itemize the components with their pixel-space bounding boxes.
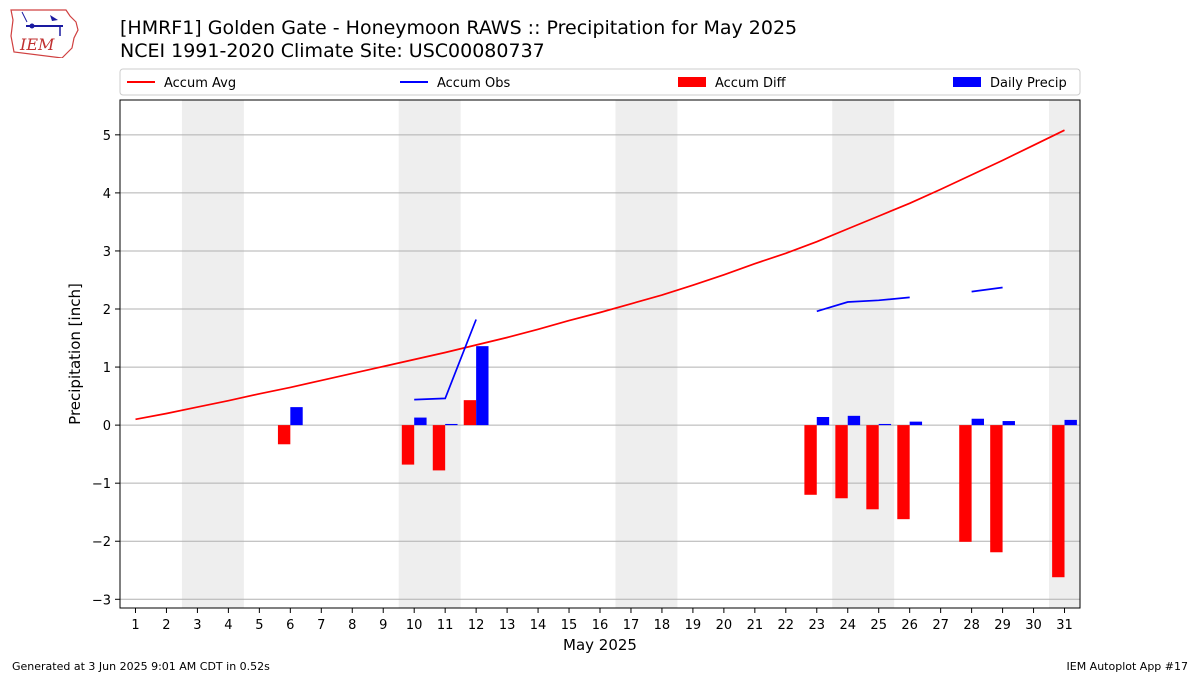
x-tick-label: 11	[437, 618, 454, 633]
x-tick-label: 22	[778, 618, 795, 633]
accum-obs-line	[414, 319, 477, 401]
y-tick-label: 1	[103, 361, 111, 376]
logo-text: IEM	[19, 35, 55, 54]
daily-precip-bar	[847, 415, 861, 426]
y-tick-label: −2	[92, 535, 111, 550]
daily-precip-bar	[476, 346, 489, 426]
accum-diff-bar	[835, 425, 848, 499]
x-tick-label: 6	[286, 618, 294, 633]
x-tick-label: 25	[870, 618, 887, 633]
legend-label: Daily Precip	[990, 76, 1067, 91]
y-tick-label: 5	[103, 129, 111, 144]
x-tick-label: 2	[162, 618, 170, 633]
legend-label: Accum Diff	[715, 76, 787, 91]
x-tick-label: 19	[685, 618, 702, 633]
accum-diff-bar	[401, 425, 415, 465]
generated-timestamp: Generated at 3 Jun 2025 9:01 AM CDT in 0…	[12, 660, 270, 673]
y-axis-label: Precipitation [inch]	[66, 283, 84, 425]
accum-diff-bar	[897, 425, 910, 520]
accum-obs-line	[971, 286, 1003, 293]
x-tick-label: 23	[809, 618, 826, 633]
x-tick-label: 4	[224, 618, 232, 633]
x-tick-label: 31	[1056, 618, 1073, 633]
legend: Accum Avg Accum Obs Accum Diff Daily Precip	[119, 68, 1081, 96]
y-tick-label: −1	[92, 477, 111, 492]
legend-box	[119, 68, 1081, 96]
x-tick-label: 1	[131, 618, 139, 633]
x-tick-label: 24	[839, 618, 856, 633]
y-tick-label: 0	[103, 419, 111, 434]
x-tick-label: 30	[1025, 618, 1042, 633]
chart-subtitle: NCEI 1991-2020 Climate Site: USC00080737	[120, 40, 545, 62]
x-tick-label: 27	[932, 618, 949, 633]
x-axis-label: May 2025	[563, 636, 637, 654]
daily-precip-bar	[909, 421, 923, 426]
x-tick-label: 15	[561, 618, 578, 633]
legend-label: Accum Avg	[164, 76, 236, 91]
x-tick-label: 10	[406, 618, 423, 633]
plot-frame	[119, 99, 1081, 609]
accum-diff-bar	[1052, 425, 1065, 578]
daily-precip-bar	[1064, 419, 1077, 426]
legend-swatch-bar	[953, 77, 981, 87]
daily-precip-bar	[414, 417, 427, 426]
x-tick-label: 21	[747, 618, 764, 633]
x-tick-label: 20	[716, 618, 733, 633]
x-tick-label: 29	[994, 618, 1011, 633]
accum-diff-bar	[277, 425, 291, 445]
accum-diff-bar	[432, 425, 446, 471]
x-tick-label: 28	[963, 618, 980, 633]
daily-precip-bar	[971, 418, 984, 426]
x-tick-label: 14	[530, 618, 547, 633]
daily-precip-bar	[1002, 421, 1015, 426]
accum-diff-bar	[990, 425, 1003, 553]
app-credit: IEM Autoplot App #17	[1066, 660, 1189, 673]
weekend-shading	[181, 100, 1080, 608]
daily-precip-bar	[816, 416, 830, 426]
daily-precip-bar	[878, 423, 892, 426]
weekend-band	[181, 100, 244, 608]
x-tick-label: 5	[255, 618, 263, 633]
x-tick-label: 16	[592, 618, 609, 633]
x-tick-label: 8	[348, 618, 356, 633]
accum-diff-bar	[463, 400, 477, 426]
y-tick-label: 4	[103, 187, 111, 202]
accum-obs-line	[816, 296, 910, 313]
x-tick-label: 17	[623, 618, 640, 633]
iem-logo: IEM	[8, 6, 80, 59]
x-tick-label: 18	[654, 618, 671, 633]
gridlines	[120, 134, 1080, 600]
weekend-band	[398, 100, 461, 608]
daily-precip-bar	[445, 423, 458, 426]
y-tick-label: 2	[103, 303, 111, 318]
x-tick-label: 26	[901, 618, 918, 633]
chart-title: [HMRF1] Golden Gate - Honeymoon RAWS :: …	[120, 17, 798, 39]
accum-diff-bar	[959, 425, 972, 542]
y-tick-label: 3	[103, 245, 111, 260]
legend-swatch-bar	[678, 77, 706, 87]
accum-diff-bar	[804, 425, 817, 495]
accum-avg-line	[135, 129, 1065, 421]
weekend-band	[832, 100, 895, 608]
x-tick-label: 9	[379, 618, 387, 633]
accum-diff-bar	[866, 425, 879, 510]
weekend-band	[615, 100, 678, 608]
y-tick-label: −3	[92, 593, 111, 608]
bars	[277, 346, 1077, 578]
x-tick-label: 7	[317, 618, 325, 633]
lines	[135, 129, 1065, 421]
daily-precip-bar	[290, 407, 303, 426]
x-tick-label: 13	[499, 618, 516, 633]
legend-label: Accum Obs	[437, 76, 510, 91]
x-tick-label: 12	[468, 618, 485, 633]
x-tick-label: 3	[193, 618, 201, 633]
